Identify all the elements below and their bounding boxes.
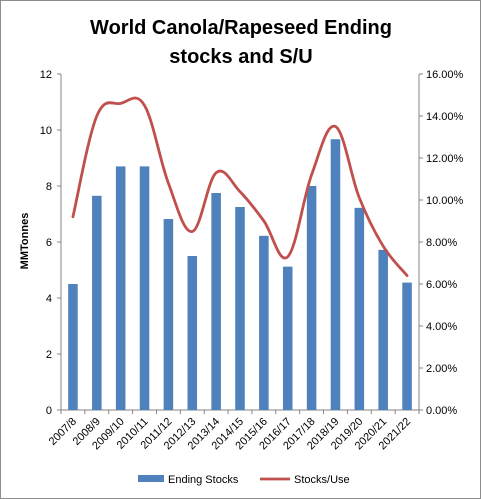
right-axis-tick-label: 14.00%	[426, 111, 464, 123]
legend: Ending Stocks Stocks/Use	[138, 474, 350, 486]
left-axis-tick-label: 4	[46, 293, 52, 305]
bar-ending-stocks	[139, 166, 150, 410]
right-axis-tick-label: 2.00%	[426, 363, 457, 375]
bar-ending-stocks	[354, 207, 365, 410]
legend-label-stocks-use: Stocks/Use	[294, 474, 350, 486]
left-axis-tick-label: 8	[46, 181, 52, 193]
bar-ending-stocks	[330, 139, 341, 411]
right-axis-tick-label: 6.00%	[426, 279, 457, 291]
right-axis-tick-label: 4.00%	[426, 321, 457, 333]
bar-ending-stocks	[187, 256, 198, 410]
bar-ending-stocks	[306, 186, 317, 410]
line-stocks-use	[71, 96, 409, 277]
legend-label-ending-stocks: Ending Stocks	[168, 474, 239, 486]
right-axis-tick-label: 12.00%	[426, 153, 464, 165]
left-axis-tick-label: 0	[46, 405, 52, 417]
chart-title-line-1: World Canola/Rapeseed Ending	[90, 17, 392, 39]
bar-ending-stocks	[68, 284, 78, 410]
bar-ending-stocks	[378, 249, 388, 410]
bar-ending-stocks	[282, 266, 293, 410]
left-axis-tick-label: 6	[46, 237, 52, 249]
right-axis-tick-label: 16.00%	[426, 69, 464, 81]
y-axis-label: MMTonnes	[19, 213, 31, 270]
bar-ending-stocks	[402, 282, 412, 410]
bar-ending-stocks	[235, 207, 245, 410]
left-axis-tick-label: 12	[40, 69, 52, 81]
bar-ending-stocks	[92, 195, 102, 410]
right-axis-tick-label: 8.00%	[426, 237, 457, 249]
bar-ending-stocks	[115, 166, 126, 410]
left-axis-tick-label: 2	[46, 349, 52, 361]
bar-ending-stocks	[163, 219, 174, 410]
left-axis-tick-label: 10	[40, 125, 52, 137]
right-axis-tick-label: 10.00%	[426, 195, 464, 207]
right-axis-tick-label: 0.00%	[426, 405, 457, 417]
bar-ending-stocks	[211, 193, 221, 410]
plot-area: 0 2 4 6 8 10 12 0.00% 2.00% 4.00% 6.00% 8.00% 10.00%…	[40, 69, 464, 452]
chart-title-line-2: stocks and S/U	[169, 46, 312, 68]
bar-ending-stocks	[259, 235, 269, 410]
legend-swatch-ending-stocks	[138, 475, 164, 482]
